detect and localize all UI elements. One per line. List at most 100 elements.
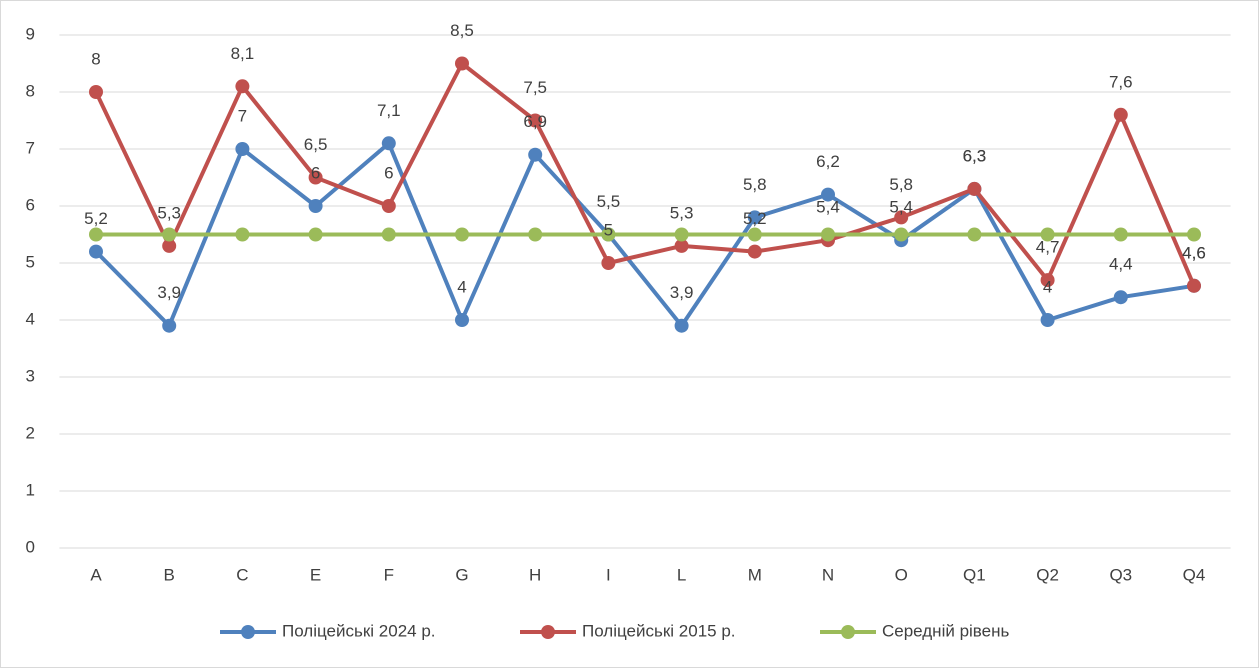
x-tick-label: H (529, 565, 541, 584)
data-point (455, 313, 469, 327)
data-label: 7,6 (1109, 72, 1133, 91)
data-point (89, 227, 103, 242)
series-line (94, 141, 1195, 328)
data-label: 5,4 (889, 198, 913, 217)
data-point (1187, 227, 1201, 242)
data-point (528, 147, 543, 162)
data-point (674, 227, 689, 242)
x-tick-label: F (384, 565, 394, 584)
data-point (1040, 273, 1055, 288)
x-tick-label: L (677, 565, 686, 584)
data-label: 5,3 (157, 203, 181, 222)
data-point (747, 210, 762, 225)
data-label: 5,8 (743, 175, 767, 194)
data-point (528, 113, 543, 128)
data-point (162, 238, 177, 253)
x-tick-label: C (236, 565, 248, 584)
data-point (381, 199, 396, 213)
data-point (235, 142, 250, 156)
y-tick-label: 1 (26, 480, 35, 499)
data-label: 4 (457, 277, 466, 296)
data-label: 6,3 (963, 146, 987, 165)
data-point (1113, 107, 1128, 122)
data-label: 8 (91, 49, 100, 68)
data-label: 3,9 (670, 283, 694, 302)
x-tick-label: M (748, 565, 762, 584)
data-point (967, 227, 982, 242)
legend-label: Середній рівень (882, 621, 1009, 640)
data-point (967, 181, 982, 196)
data-label: 8,5 (450, 21, 474, 40)
data-point (1113, 290, 1128, 305)
data-point (235, 79, 250, 94)
data-point (1040, 313, 1055, 327)
y-tick-label: 7 (26, 138, 35, 157)
data-point (601, 227, 616, 242)
data-label: 6,5 (304, 135, 328, 154)
y-tick-label: 4 (26, 309, 35, 328)
data-point (1040, 227, 1055, 242)
data-point (162, 318, 177, 333)
data-label: 5,8 (889, 175, 913, 194)
data-label: 4,4 (1109, 255, 1133, 274)
data-point (674, 318, 689, 333)
data-label: 6,3 (963, 146, 987, 165)
data-point (528, 227, 543, 242)
legend-label: Поліцейські 2024 р. (282, 621, 436, 640)
data-label: 4,6 (1182, 243, 1206, 262)
data-point (455, 227, 469, 242)
data-point (601, 256, 616, 270)
data-point (235, 227, 250, 242)
x-tick-label: Q1 (963, 565, 986, 584)
data-label: 6 (311, 163, 320, 182)
data-label: 5,5 (597, 192, 621, 211)
data-label: 5,4 (816, 198, 840, 217)
data-point (381, 227, 396, 242)
data-label: 4,6 (1182, 243, 1206, 262)
y-tick-label: 8 (26, 81, 35, 100)
data-point (894, 227, 909, 242)
x-tick-label: Q4 (1183, 565, 1206, 584)
x-tick-label: A (90, 565, 102, 584)
x-tick-label: O (895, 565, 908, 584)
x-tick-label: E (310, 565, 321, 584)
data-point (308, 199, 323, 213)
data-point (1113, 227, 1128, 242)
legend-marker (541, 625, 555, 639)
data-point (381, 136, 396, 151)
data-point (674, 238, 689, 253)
data-point (894, 210, 909, 225)
data-label: 6,9 (523, 112, 547, 131)
x-tick-label: B (164, 565, 175, 584)
data-point (821, 187, 835, 202)
data-label: 7,1 (377, 101, 401, 120)
data-label: 7,5 (523, 78, 547, 97)
data-label: 6 (384, 163, 393, 182)
data-point (821, 227, 835, 242)
data-point (89, 85, 103, 99)
x-tick-label: N (822, 565, 834, 584)
data-point (1187, 278, 1201, 293)
legend-marker (841, 625, 855, 639)
x-tick-label: G (455, 565, 468, 584)
data-label: 7 (238, 106, 247, 125)
data-label: 4,7 (1036, 238, 1060, 257)
y-tick-label: 9 (26, 24, 35, 43)
data-point (455, 56, 469, 71)
data-point (308, 170, 323, 185)
data-label: 5,2 (743, 209, 767, 228)
legend-label: Поліцейські 2015 р. (582, 621, 736, 640)
y-tick-label: 3 (26, 366, 35, 385)
data-point (747, 227, 762, 242)
data-label: 5,3 (670, 203, 694, 222)
x-tick-label: Q3 (1109, 565, 1132, 584)
data-point (308, 227, 323, 242)
x-tick-label: I (606, 565, 611, 584)
data-label: 5,2 (84, 209, 108, 228)
y-tick-label: 0 (26, 537, 35, 556)
data-label: 5 (604, 220, 613, 239)
data-point (162, 227, 177, 242)
data-point (89, 244, 103, 259)
